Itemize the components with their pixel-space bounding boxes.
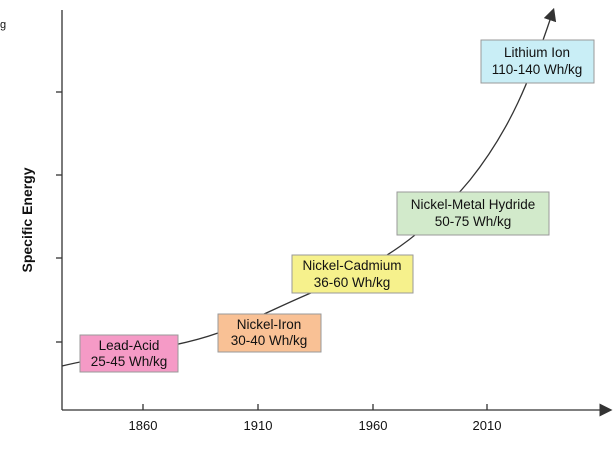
box-name: Nickel-Cadmium [302,258,401,273]
battery-box: Lithium Ion 110-140 Wh/kg [480,39,595,84]
x-label: 1910 [244,418,273,433]
box-name: Lithium Ion [504,45,570,60]
battery-box: Nickel-Iron 30-40 Wh/kg [217,313,322,353]
box-name: Nickel-Iron [237,317,302,332]
box-name: Lead-Acid [99,338,160,353]
box-energy: 110-140 Wh/kg [492,62,583,77]
battery-box: Nickel-Metal Hydride 50-75 Wh/kg [396,191,550,236]
box-energy: 50-75 Wh/kg [435,214,512,229]
box-energy: 36-60 Wh/kg [314,275,391,290]
battery-box: Nickel-Cadmium 36-60 Wh/kg [291,254,414,294]
x-label: 1860 [129,418,158,433]
x-label: 2010 [473,418,502,433]
y-ticks [56,91,488,410]
box-name: Nickel-Metal Hydride [411,197,536,212]
x-label: 1960 [359,418,388,433]
trend-curve [61,7,557,367]
box-energy: 30-40 Wh/kg [231,333,308,348]
box-energy: 25-45 Wh/kg [91,354,168,369]
y-axis-label: Specific Energy [19,167,35,272]
corner-label: g [0,19,6,31]
battery-box: Lead-Acid 25-45 Wh/kg [79,334,179,373]
